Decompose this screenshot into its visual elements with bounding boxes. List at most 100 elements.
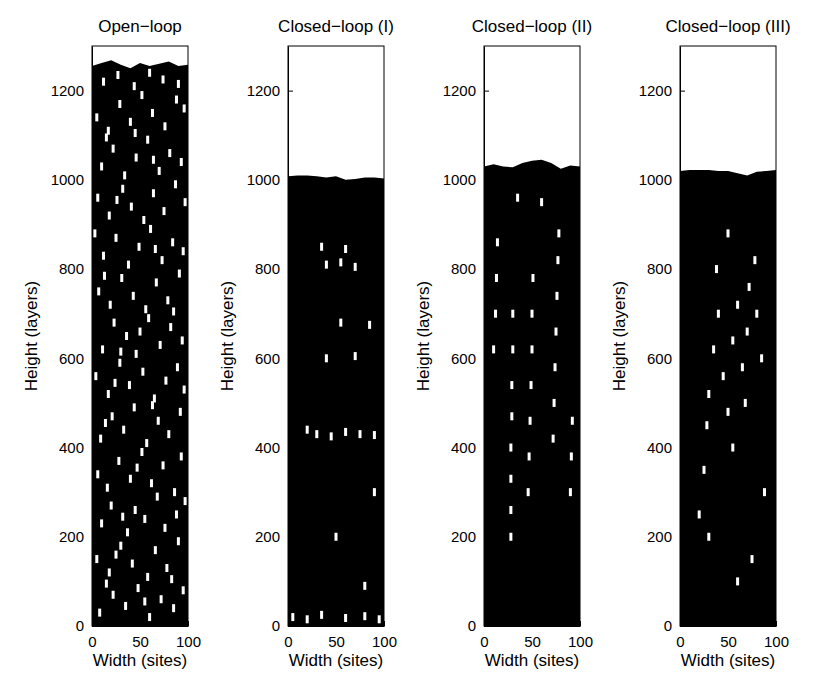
plot-background <box>288 46 384 626</box>
void <box>344 245 347 253</box>
void <box>177 537 180 545</box>
tick-label: 1200 <box>443 82 476 99</box>
tick-mark <box>680 448 685 449</box>
void <box>553 399 556 407</box>
tick-label: 200 <box>255 528 280 545</box>
void <box>528 452 531 460</box>
void <box>127 261 130 269</box>
void <box>712 345 715 353</box>
void <box>101 345 104 353</box>
tick-label: 800 <box>647 260 672 277</box>
y-axis-title: Height (layers) <box>610 281 629 392</box>
tick: 600 <box>59 350 97 367</box>
void <box>705 421 708 429</box>
void <box>540 198 543 206</box>
void <box>354 263 357 271</box>
tick: 800 <box>647 260 685 277</box>
void <box>119 348 122 356</box>
void <box>373 431 376 439</box>
void <box>146 573 149 581</box>
tick-mark <box>680 269 685 270</box>
tick-mark <box>288 448 293 449</box>
tick-mark <box>484 358 489 359</box>
x-axis-title: Width (sites) <box>93 651 187 670</box>
tick-label: 0 <box>468 617 476 634</box>
void <box>492 345 495 353</box>
void <box>325 261 328 269</box>
void <box>154 546 157 554</box>
void <box>159 341 162 349</box>
tick: 1000 <box>443 171 489 188</box>
tick-label: 100 <box>764 633 789 650</box>
void <box>555 292 558 300</box>
void <box>339 258 342 266</box>
tick-mark <box>288 269 293 270</box>
void <box>104 419 107 427</box>
tick-label: 1000 <box>639 171 672 188</box>
void <box>715 265 718 273</box>
void <box>143 515 146 523</box>
plot-area <box>680 170 776 626</box>
tick-label: 0 <box>88 633 96 650</box>
tick-mark <box>680 91 685 92</box>
void <box>148 69 151 77</box>
void <box>148 613 151 621</box>
void <box>161 256 164 264</box>
film <box>484 160 580 626</box>
tick-mark <box>92 448 97 449</box>
void <box>169 323 172 331</box>
tick: 50 <box>524 621 541 650</box>
tick: 400 <box>255 439 293 456</box>
tick-mark <box>92 537 97 538</box>
void <box>138 243 141 251</box>
tick-mark <box>140 621 141 626</box>
tick-label: 100 <box>568 633 593 650</box>
void <box>114 379 117 387</box>
plot-frame <box>484 46 580 626</box>
tick-mark <box>484 180 489 181</box>
plot-area <box>92 60 188 626</box>
void <box>173 488 176 496</box>
void <box>727 408 730 416</box>
void <box>132 292 135 300</box>
void <box>140 91 143 99</box>
tick-label: 1200 <box>639 82 672 99</box>
plot-background <box>680 46 776 626</box>
void <box>147 314 150 322</box>
void <box>183 104 186 112</box>
void <box>736 301 739 309</box>
void <box>113 319 116 327</box>
tick-mark <box>288 358 293 359</box>
void <box>162 461 165 469</box>
tick: 400 <box>59 439 97 456</box>
void <box>359 430 362 438</box>
film <box>680 170 776 626</box>
void <box>117 457 120 465</box>
void <box>136 464 139 472</box>
void <box>167 430 170 438</box>
figure: 050100020040060080010001200Open−loopWidt… <box>0 0 816 679</box>
void <box>116 71 119 79</box>
void <box>139 328 142 336</box>
tick: 50 <box>132 621 149 650</box>
tick: 800 <box>451 260 489 277</box>
void <box>168 149 171 157</box>
void <box>122 426 125 434</box>
plot-frame <box>92 46 188 626</box>
tick-mark <box>484 537 489 538</box>
tick: 1000 <box>639 171 685 188</box>
void <box>339 319 342 327</box>
plot-background <box>92 46 188 626</box>
void <box>163 524 166 532</box>
void <box>128 381 131 389</box>
x-axis: 050100 <box>284 621 397 650</box>
void <box>142 216 145 224</box>
void <box>107 390 110 398</box>
void <box>731 444 734 452</box>
void <box>571 417 574 425</box>
tick: 800 <box>255 260 293 277</box>
void <box>510 412 513 420</box>
tick-label: 50 <box>524 633 541 650</box>
void <box>160 595 163 603</box>
void <box>760 354 763 362</box>
